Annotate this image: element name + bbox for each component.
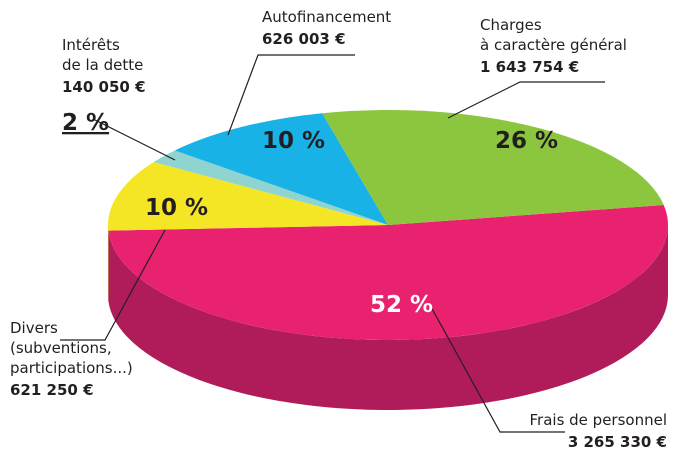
slice-percent: 2 % bbox=[62, 110, 109, 136]
slice-amount: 140 050 € bbox=[62, 78, 146, 96]
name-line: à caractère général bbox=[480, 36, 627, 54]
slice-name: Charges à caractère général bbox=[480, 16, 627, 54]
slice-percent: 26 % bbox=[495, 128, 558, 154]
leader-lines bbox=[60, 54, 605, 433]
name-line: participations...) bbox=[10, 359, 133, 377]
pie-side bbox=[108, 225, 668, 411]
slice-percent: 52 % bbox=[370, 292, 433, 318]
name-line: de la dette bbox=[62, 56, 143, 74]
name-line: Autofinancement bbox=[262, 8, 391, 26]
slice-amount: 3 265 330 € bbox=[568, 433, 667, 451]
slice-percent: 10 % bbox=[262, 128, 325, 154]
name-line: Intérêts bbox=[62, 36, 120, 54]
name-line: Divers bbox=[10, 319, 58, 337]
pie bbox=[108, 110, 668, 411]
slice-name: Intérêts de la dette bbox=[62, 36, 143, 74]
pie-slice bbox=[174, 113, 388, 225]
slice-name: Divers (subventions, participations...) bbox=[10, 319, 133, 377]
pie-slice bbox=[322, 110, 664, 225]
slice-amount: 1 643 754 € bbox=[480, 58, 579, 76]
slice-name: Frais de personnel bbox=[530, 411, 667, 429]
name-line: Frais de personnel bbox=[530, 411, 667, 429]
pie-slice bbox=[153, 150, 388, 225]
name-line: (subventions, bbox=[10, 339, 112, 357]
slice-name: Autofinancement bbox=[262, 8, 391, 26]
pie-slice bbox=[108, 205, 668, 341]
name-line: Charges bbox=[480, 16, 542, 34]
slice-amount: 626 003 € bbox=[262, 30, 346, 48]
pie-slice bbox=[108, 162, 388, 231]
slice-percent: 10 % bbox=[145, 195, 208, 221]
slice-amount: 621 250 € bbox=[10, 381, 94, 399]
